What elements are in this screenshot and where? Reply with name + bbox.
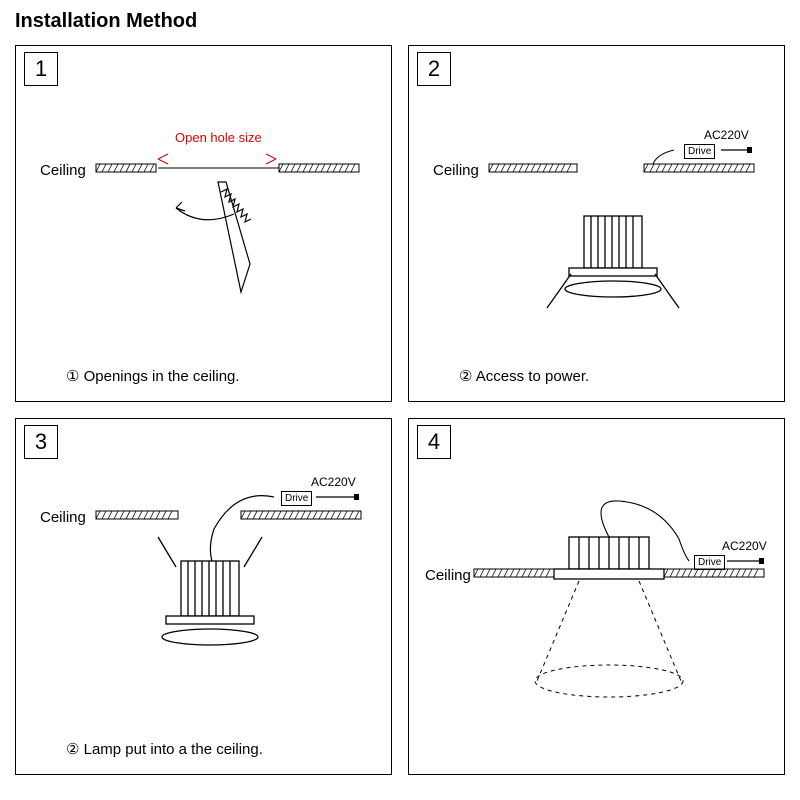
panel-1: 1 Ceiling Open hole size [15,45,392,402]
panel2-svg [409,46,786,403]
panel-3: 3 Ceiling AC220V Drive [15,418,392,775]
caption-3: ② Lamp put into a the ceiling. [66,740,263,758]
panel3-svg [16,419,393,776]
panel-4: 4 Ceiling AC220V Drive [408,418,785,775]
panels-grid: 1 Ceiling Open hole size [15,45,785,775]
panel1-svg [16,46,393,403]
caption-2: ② Access to power. [459,367,589,385]
caption-1: ① Openings in the ceiling. [66,367,240,385]
panel4-svg [409,419,786,776]
main-title: Installation Method [15,10,785,33]
panel-2: 2 Ceiling AC220V Drive [408,45,785,402]
